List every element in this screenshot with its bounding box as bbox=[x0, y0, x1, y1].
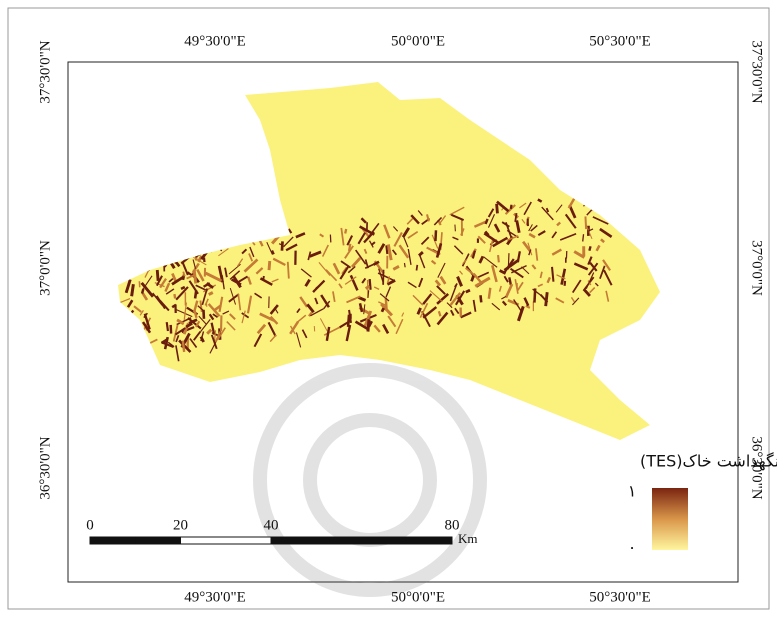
top-label: 49°30'0"E bbox=[184, 33, 246, 49]
texture-stroke bbox=[386, 245, 387, 254]
texture-stroke bbox=[439, 311, 441, 316]
texture-stroke bbox=[511, 205, 512, 209]
texture-stroke bbox=[497, 204, 498, 214]
texture-stroke bbox=[585, 216, 586, 229]
legend-low: ۰ bbox=[628, 538, 637, 557]
legend-title: نگهداشت خاک(TES) bbox=[640, 452, 777, 472]
texture-stroke bbox=[263, 276, 264, 280]
texture-stroke bbox=[589, 246, 590, 250]
bottom-label: 49°30'0"E bbox=[184, 589, 246, 605]
texture-stroke bbox=[183, 272, 184, 277]
texture-stroke bbox=[480, 295, 481, 302]
texture-stroke bbox=[174, 294, 175, 298]
texture-stroke bbox=[552, 267, 553, 282]
texture-stroke bbox=[534, 288, 535, 302]
scale-label: 40 bbox=[264, 517, 279, 533]
scale-segment bbox=[90, 537, 135, 544]
texture-stroke bbox=[435, 230, 436, 241]
texture-stroke bbox=[509, 277, 511, 285]
texture-stroke bbox=[194, 270, 196, 284]
legend-high: ١ bbox=[628, 482, 637, 501]
bottom-label: 50°0'0"E bbox=[391, 589, 445, 605]
texture-stroke bbox=[417, 265, 418, 271]
right-label: 37°30'0"N bbox=[749, 40, 765, 103]
texture-stroke bbox=[183, 341, 184, 352]
left-label: 36°30'0"N bbox=[37, 436, 53, 499]
map-figure: 49°30'0"E 49°30'0"E 50°0'0"E 50°0'0"E 50°30'… bbox=[0, 0, 777, 617]
texture-stroke bbox=[368, 319, 369, 331]
right-label: 37°0'0"N bbox=[749, 240, 765, 296]
scale-segment bbox=[271, 537, 452, 544]
legend-ramp bbox=[652, 488, 688, 550]
texture-stroke bbox=[142, 289, 143, 294]
texture-stroke bbox=[583, 234, 584, 241]
texture-stroke bbox=[345, 229, 346, 234]
texture-stroke bbox=[370, 279, 371, 290]
texture-stroke bbox=[157, 270, 158, 281]
texture-stroke bbox=[508, 253, 509, 269]
texture-stroke bbox=[195, 290, 196, 298]
texture-stroke bbox=[404, 263, 405, 267]
top-label: 50°30'0"E bbox=[589, 33, 651, 49]
top-label: 50°0'0"E bbox=[391, 33, 445, 49]
texture-stroke bbox=[167, 322, 168, 331]
texture-stroke bbox=[132, 284, 134, 296]
scale-segment bbox=[181, 537, 272, 544]
scale-unit: Km bbox=[458, 531, 478, 546]
left-label: 37°0'0"N bbox=[37, 240, 53, 296]
texture-stroke bbox=[349, 244, 350, 251]
texture-stroke bbox=[382, 308, 384, 312]
texture-stroke bbox=[209, 293, 213, 295]
texture-stroke bbox=[282, 241, 283, 250]
texture-stroke bbox=[498, 255, 499, 262]
scale-label: 20 bbox=[173, 517, 188, 533]
texture-stroke bbox=[269, 261, 270, 270]
texture-stroke bbox=[466, 290, 470, 292]
texture-stroke bbox=[489, 288, 490, 299]
scale-label: 0 bbox=[86, 517, 94, 533]
texture-stroke bbox=[200, 300, 201, 311]
bottom-label: 50°30'0"E bbox=[589, 589, 651, 605]
left-label: 37°30'0"N bbox=[37, 40, 53, 103]
texture-stroke bbox=[288, 262, 289, 279]
texture-stroke bbox=[181, 287, 185, 289]
